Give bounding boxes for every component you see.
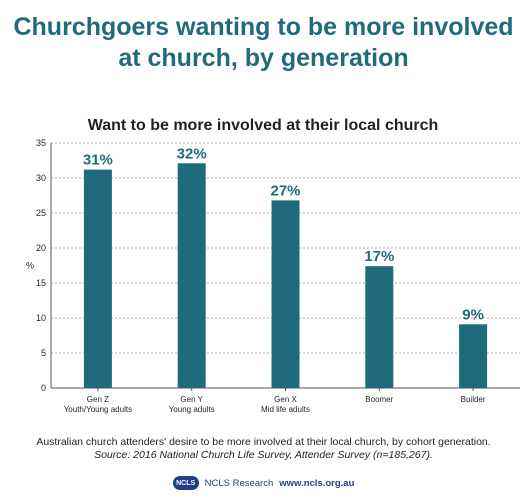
page-title: Churchgoers wanting to be more involved … (0, 12, 527, 74)
data-label: 17% (364, 248, 394, 265)
ncls-logo-icon: NCLS (172, 476, 199, 490)
bar (365, 266, 394, 388)
y-tick-label: 25 (36, 208, 46, 218)
caption-source: Source: 2016 National Church Life Survey… (94, 449, 433, 461)
y-tick-label: 10 (36, 313, 46, 323)
y-tick-label: 30 (36, 173, 46, 183)
page-title-line-2: at church, by generation (118, 44, 409, 72)
y-tick-label: 35 (36, 138, 46, 148)
x-tick-label: Boomer (365, 395, 393, 404)
data-label: 32% (177, 145, 207, 162)
data-label: 31% (83, 152, 113, 169)
y-tick-label: 5 (41, 348, 46, 358)
bar (83, 169, 112, 388)
page-title-line-1: Churchgoers wanting to be more involved (13, 13, 514, 41)
y-tick-label: 15 (36, 278, 46, 288)
data-label: 27% (270, 182, 300, 199)
y-tick-label: 20 (36, 243, 46, 253)
y-axis-label: % (26, 261, 34, 271)
bar (177, 163, 206, 388)
x-tick-label: Young adults (169, 405, 215, 414)
x-tick-label: Builder (461, 395, 486, 404)
x-tick-label: Mid life adults (261, 405, 310, 414)
bar-chart: Want to be more involved at their local … (26, 117, 520, 414)
caption-description: Australian church attenders' desire to b… (36, 436, 491, 448)
x-tick-label: Gen X (274, 395, 297, 404)
x-tick-label: Youth/Young adults (64, 405, 132, 414)
footer-org-name: NCLS Research (204, 477, 274, 489)
x-tick-label: Gen Z (87, 395, 109, 404)
y-tick-label: 0 (41, 383, 46, 393)
footer: NCLS NCLS Research www.ncls.org.au (0, 476, 527, 490)
footer-url-link[interactable]: www.ncls.org.au (279, 477, 355, 489)
bar (459, 324, 488, 388)
chart-caption: Australian church attenders' desire to b… (0, 436, 527, 462)
chart-title: Want to be more involved at their local … (88, 117, 439, 134)
bar (271, 200, 300, 388)
data-label: 9% (462, 306, 484, 323)
x-tick-label: Gen Y (180, 395, 203, 404)
